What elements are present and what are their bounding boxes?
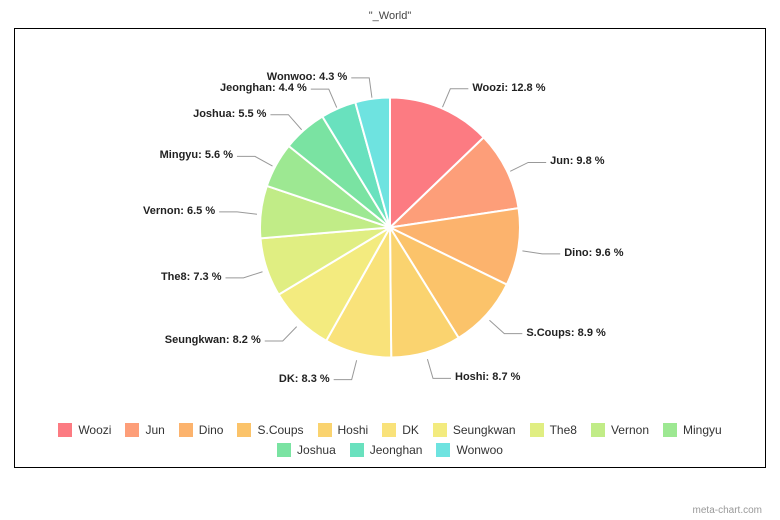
legend-label: Wonwoo (456, 443, 502, 457)
legend-swatch (591, 423, 605, 437)
slice-label: Vernon: 6.5 % (143, 205, 215, 217)
slice-label: The8: 7.3 % (161, 271, 222, 283)
slice-label: Hoshi: 8.7 % (455, 371, 520, 383)
legend-label: Dino (199, 423, 224, 437)
legend-label: Jun (145, 423, 164, 437)
watermark: meta-chart.com (693, 505, 762, 516)
legend-item: Woozi (58, 423, 111, 437)
legend-item: Jeonghan (350, 443, 423, 457)
legend-label: Vernon (611, 423, 649, 437)
legend-item: Mingyu (663, 423, 722, 437)
legend-swatch (318, 423, 332, 437)
slice-label: Joshua: 5.5 % (193, 108, 266, 120)
legend-swatch (663, 423, 677, 437)
legend-item: The8 (530, 423, 577, 437)
legend-label: Joshua (297, 443, 336, 457)
legend-item: S.Coups (237, 423, 303, 437)
legend-swatch (382, 423, 396, 437)
slice-label: Jeonghan: 4.4 % (220, 82, 307, 94)
slice-label: DK: 8.3 % (279, 373, 330, 385)
legend-label: Jeonghan (370, 443, 423, 457)
legend-label: S.Coups (257, 423, 303, 437)
slice-label: S.Coups: 8.9 % (526, 327, 605, 339)
legend-label: Seungkwan (453, 423, 516, 437)
slice-label: Seungkwan: 8.2 % (165, 334, 261, 346)
legend-item: Jun (125, 423, 164, 437)
slice-label: Jun: 9.8 % (550, 155, 604, 167)
legend-item: Dino (179, 423, 224, 437)
legend-label: The8 (550, 423, 577, 437)
legend-item: DK (382, 423, 419, 437)
legend-swatch (530, 423, 544, 437)
legend-swatch (433, 423, 447, 437)
legend-label: Hoshi (338, 423, 369, 437)
legend-swatch (436, 443, 450, 457)
slice-label: Dino: 9.6 % (564, 247, 623, 259)
chart-title: "_World" (0, 0, 780, 28)
legend-swatch (179, 423, 193, 437)
legend-item: Seungkwan (433, 423, 516, 437)
legend-item: Joshua (277, 443, 336, 457)
pie-chart (256, 94, 524, 362)
legend-item: Vernon (591, 423, 649, 437)
legend-label: Woozi (78, 423, 111, 437)
legend-swatch (125, 423, 139, 437)
slice-label: Woozi: 12.8 % (472, 82, 545, 94)
legend-swatch (277, 443, 291, 457)
legend: Woozi Jun Dino S.Coups Hoshi DK Seungkwan The8 V… (15, 423, 765, 457)
slice-label: Wonwoo: 4.3 % (267, 71, 347, 83)
pie-container (256, 94, 524, 367)
legend-label: Mingyu (683, 423, 722, 437)
legend-label: DK (402, 423, 419, 437)
legend-item: Hoshi (318, 423, 369, 437)
legend-swatch (58, 423, 72, 437)
chart-frame: Woozi: 12.8 % Jun: 9.8 % Dino: 9.6 % S.Coup… (14, 28, 766, 468)
legend-item: Wonwoo (436, 443, 502, 457)
slice-label: Mingyu: 5.6 % (160, 149, 233, 161)
legend-swatch (350, 443, 364, 457)
legend-swatch (237, 423, 251, 437)
